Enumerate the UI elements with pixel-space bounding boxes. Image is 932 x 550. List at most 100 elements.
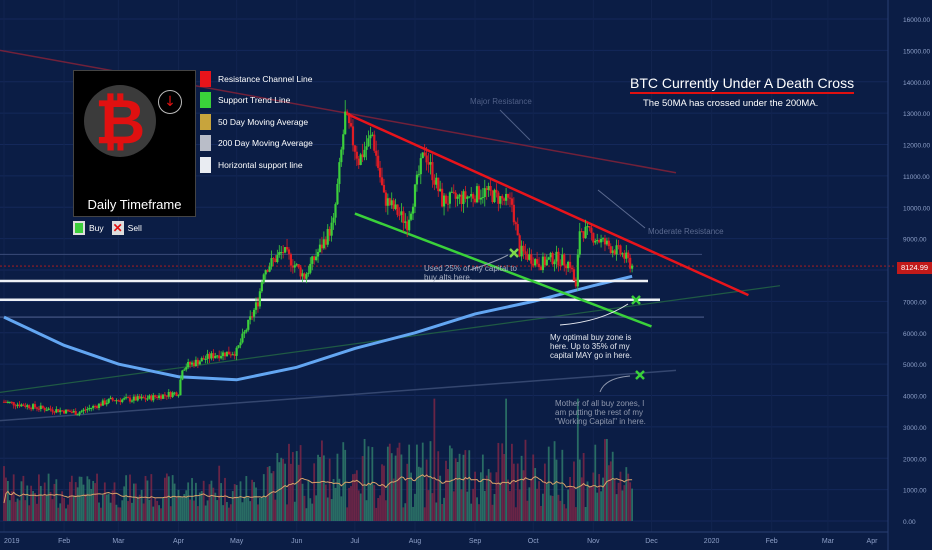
volume-bar — [237, 497, 240, 521]
x-tick-label: 2020 — [704, 538, 720, 545]
volume-bar — [26, 485, 29, 521]
volume-bar — [321, 440, 323, 521]
volume-bar — [187, 482, 190, 521]
candle-body — [340, 149, 343, 163]
x-tick-label: Feb — [766, 538, 778, 545]
candle-body — [258, 291, 261, 307]
volume-bar — [619, 471, 622, 521]
candle-body — [115, 400, 118, 402]
candle-body — [8, 401, 11, 403]
candle-body — [313, 256, 316, 261]
timeframe-legend-box: ₿ ↓ Daily Timeframe — [73, 70, 196, 217]
y-tick-label: 3000.00 — [903, 425, 927, 432]
timeframe-label: Daily Timeframe — [87, 197, 182, 212]
candle-body — [574, 280, 577, 287]
volume-bar — [72, 495, 75, 521]
candle-body — [483, 188, 486, 198]
volume-bar — [606, 439, 608, 521]
arrow-used — [469, 254, 509, 271]
volume-bar — [392, 478, 395, 521]
volume-bar — [55, 479, 58, 521]
volume-bar — [478, 504, 480, 521]
candle-body — [404, 221, 407, 223]
volume-bar — [103, 482, 106, 521]
volume-bar — [303, 495, 306, 521]
x-tick-label: Jul — [350, 538, 359, 545]
candle-body — [330, 222, 333, 236]
volume-bar — [406, 463, 409, 521]
legend-item-support: Support Trend Line — [200, 92, 290, 108]
candle-body — [303, 273, 306, 279]
volume-bar — [288, 443, 290, 521]
y-tick-label: 11000.00 — [903, 174, 930, 181]
buy-key-label: Buy — [89, 223, 104, 233]
candle-body — [504, 193, 508, 201]
candle-body — [439, 188, 442, 192]
candle-body — [31, 404, 35, 409]
volume-bar — [305, 508, 308, 521]
candle-body — [59, 410, 62, 413]
candle-body — [14, 405, 17, 407]
volume-bar — [36, 503, 38, 521]
candle-body — [299, 267, 302, 277]
candle-body — [225, 351, 229, 357]
candle-body — [146, 398, 149, 400]
volume-bar — [332, 479, 335, 521]
volume-bar — [609, 461, 612, 521]
candle-body — [90, 407, 93, 409]
volume-bar — [96, 473, 98, 521]
volume-bar — [272, 471, 275, 521]
volume-bar — [249, 501, 252, 521]
candle-body — [49, 408, 52, 410]
candle-body — [101, 400, 104, 406]
volume-bar — [167, 476, 170, 521]
volume-bar — [588, 486, 591, 521]
volume-bar — [512, 463, 515, 521]
volume-bar — [3, 466, 5, 521]
candle-body — [373, 134, 376, 151]
candle-body — [256, 302, 260, 307]
candle-body — [260, 282, 263, 292]
volume-bar — [468, 450, 471, 521]
volume-bar — [611, 451, 614, 521]
volume-bar — [499, 482, 502, 521]
volume-bar — [542, 493, 544, 521]
candle-body — [220, 356, 223, 359]
candle-body — [524, 251, 527, 254]
volume-bar — [543, 463, 546, 521]
candle-body — [134, 396, 137, 401]
x-tick-label: 2019 — [4, 538, 20, 545]
candle-body — [344, 111, 347, 135]
volume-bar — [346, 507, 349, 521]
candle-body — [241, 333, 244, 343]
candle-body — [336, 183, 339, 205]
candle-body — [442, 195, 446, 207]
candle-body — [516, 224, 519, 236]
candle-body — [489, 186, 492, 191]
candle-body — [427, 162, 430, 165]
candle-body — [528, 254, 531, 260]
buy-sell-key: Buy ✕ Sell — [73, 221, 142, 235]
volume-bar — [63, 498, 65, 521]
volume-bar — [293, 501, 296, 521]
candle-body — [173, 392, 176, 394]
candle-body — [212, 353, 215, 359]
candle-body — [448, 192, 451, 204]
candle-body — [382, 184, 386, 193]
candle-body — [55, 409, 58, 413]
candle-body — [111, 397, 114, 401]
candle-body — [576, 254, 579, 287]
volume-bar — [607, 465, 610, 521]
legend-label-ma200: 200 Day Moving Average — [218, 138, 313, 148]
volume-bar — [270, 473, 273, 521]
y-tick-label: 1000.00 — [903, 488, 927, 495]
candle-body — [18, 404, 21, 407]
volume-bar — [144, 475, 147, 521]
label-moderate-resistance: Moderate Resistance — [648, 227, 724, 236]
volume-bar — [239, 481, 242, 521]
volume-bar — [82, 484, 85, 521]
candlesticks — [2, 100, 634, 417]
volume-bar — [398, 442, 401, 521]
candle-body — [475, 186, 479, 203]
